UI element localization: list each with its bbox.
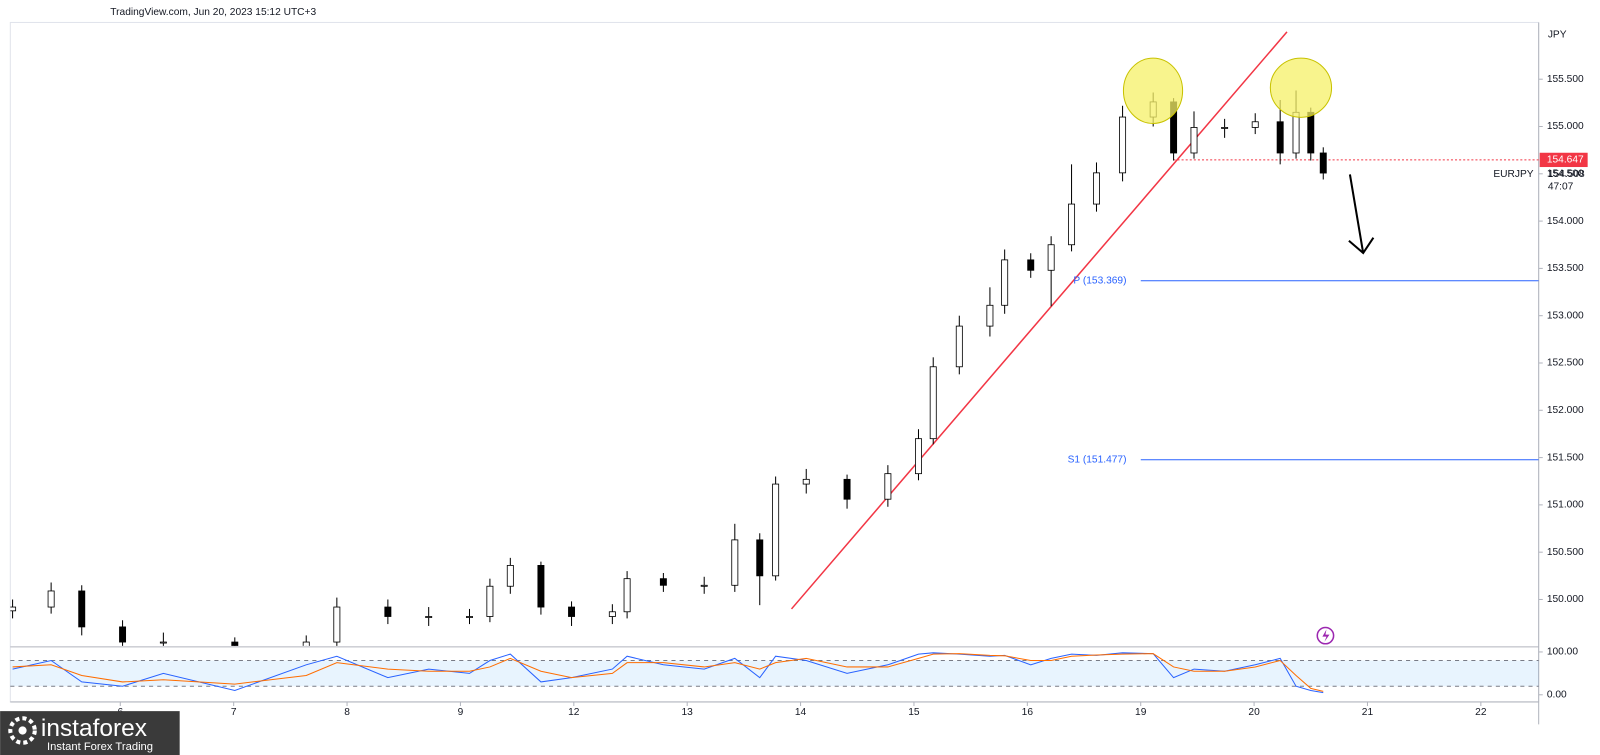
event-icon[interactable]	[1316, 626, 1335, 645]
logo-gear-center	[18, 726, 27, 735]
last-price-badge	[1539, 152, 1588, 168]
candle-body	[384, 606, 392, 617]
current-price: 154.508	[1548, 169, 1585, 180]
x-tick-label: 22	[1475, 707, 1487, 718]
logo-gear	[8, 716, 37, 745]
candle-body	[333, 606, 341, 643]
symbol-label: EURJPY	[1493, 169, 1533, 180]
x-tick-label: 9	[458, 707, 464, 718]
candle-body	[700, 584, 708, 587]
highlight-ellipse	[1269, 57, 1333, 118]
oscillator-pane	[10, 652, 1539, 694]
y-tick-label: 155.000	[1547, 121, 1584, 132]
candle-body	[955, 325, 963, 368]
x-tick-label: 7	[231, 707, 237, 718]
candle-body	[623, 578, 631, 613]
brand-logo: instaforex Instant Forex Trading	[0, 711, 180, 755]
candle-body	[756, 539, 764, 577]
candle-body	[119, 626, 127, 643]
y-tick-label: 151.500	[1547, 452, 1584, 463]
candle-body	[1068, 203, 1076, 246]
osc-y-tick-label: 0.00	[1547, 689, 1567, 700]
y-tick-label: 154.500	[1547, 168, 1584, 179]
currency-label: JPY	[1548, 29, 1567, 40]
brand-name: instaforex	[41, 715, 147, 742]
x-tick-label: 19	[1135, 707, 1147, 718]
candle-body	[568, 606, 576, 617]
candle-body	[659, 578, 667, 586]
candle-body	[486, 585, 494, 617]
candle-body	[772, 483, 780, 577]
candle-body	[1307, 111, 1315, 154]
y-tick-label: 153.500	[1547, 263, 1584, 274]
candle-body	[1190, 127, 1198, 154]
y-tick-label: 154.000	[1547, 216, 1584, 227]
header: TradingView.com, Jun 20, 2023 15:12 UTC+…	[110, 7, 316, 18]
candle-body	[1292, 111, 1300, 154]
pivot-label: P (153.369)	[1073, 275, 1126, 286]
oscillator-lines	[12, 652, 1324, 694]
candle-body	[1027, 259, 1035, 271]
candle-body	[1047, 244, 1055, 271]
x-tick-label: 8	[344, 707, 350, 718]
x-tick-label: 13	[682, 707, 694, 718]
candle-body	[915, 438, 922, 475]
candle-body	[466, 616, 473, 618]
oscillator-line	[12, 653, 1324, 692]
osc-y-tick-label: 100.00	[1547, 647, 1578, 658]
candle-body	[10, 606, 17, 612]
countdown: 47:07	[1548, 181, 1574, 192]
candle-body	[1251, 121, 1259, 128]
candle-body	[425, 616, 433, 618]
candle-body	[1001, 259, 1009, 306]
main-pane	[10, 31, 1539, 646]
x-tick-label: 20	[1248, 707, 1260, 718]
last-price-label: 154.647	[1547, 155, 1584, 166]
x-tick-label: 16	[1022, 707, 1034, 718]
y-tick-label: 151.000	[1547, 500, 1584, 511]
candle-body	[802, 478, 810, 485]
y-tick-label: 155.500	[1547, 74, 1584, 85]
brand-tagline: Instant Forex Trading	[47, 741, 153, 753]
y-tick-label: 150.500	[1547, 547, 1584, 558]
candle-body	[1276, 121, 1284, 154]
x-tick-label: 15	[908, 707, 920, 718]
y-tick-label: 153.000	[1547, 310, 1584, 321]
candle-body	[302, 641, 310, 646]
oscillator-band	[10, 660, 1539, 687]
x-tick-label: 12	[568, 707, 580, 718]
candle-body	[884, 473, 892, 500]
x-tick-label: 14	[795, 707, 807, 718]
pivot-label: S1 (151.477)	[1068, 454, 1127, 465]
candle-body	[231, 641, 239, 646]
highlight-ellipse	[1122, 57, 1184, 124]
candle-body	[47, 590, 55, 608]
y-tick-label: 150.000	[1547, 594, 1584, 605]
candle-body	[506, 565, 514, 587]
x-tick-label: 21	[1362, 707, 1374, 718]
logo-box	[0, 711, 180, 755]
candle-body	[78, 590, 86, 628]
candle-body	[608, 611, 616, 617]
oscillator-line	[12, 652, 1324, 694]
y-tick-label: 152.500	[1547, 358, 1584, 369]
candle-body	[731, 539, 739, 586]
candle-body	[1119, 116, 1127, 174]
candle-body	[986, 304, 994, 327]
candle-body	[537, 565, 545, 608]
down-arrow	[1348, 174, 1375, 255]
candle-body	[929, 366, 937, 440]
y-tick-label: 152.000	[1547, 405, 1584, 416]
candle-body	[159, 641, 167, 644]
axes: 150.000 150.500 151.000 151.500 152.000 152.5…	[117, 74, 1588, 718]
candle-body	[1221, 127, 1229, 129]
candle-body	[843, 478, 851, 500]
candle-body	[1319, 152, 1327, 174]
trendline	[790, 31, 1288, 610]
candle-body	[1093, 172, 1100, 205]
event-icon-bolt	[1322, 629, 1330, 642]
